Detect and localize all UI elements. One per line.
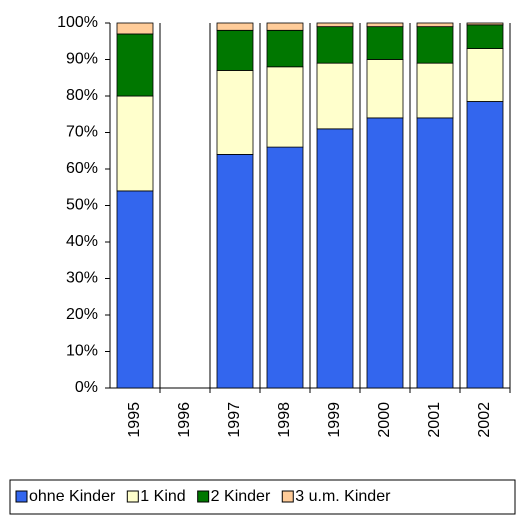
bar-segment bbox=[366, 22, 404, 28]
y-tick-label: 60% bbox=[66, 160, 98, 177]
bar-segment bbox=[216, 70, 254, 155]
x-tick-label: 2002 bbox=[476, 402, 493, 438]
y-tick-label: 10% bbox=[66, 343, 98, 360]
x-tick-label: 2000 bbox=[376, 402, 393, 438]
y-tick-label: 70% bbox=[66, 124, 98, 141]
bar-segment bbox=[116, 95, 154, 192]
x-tick-label: 2001 bbox=[426, 402, 443, 438]
y-tick-label: 40% bbox=[66, 233, 98, 250]
bar-segment bbox=[266, 146, 304, 389]
bar-segment bbox=[466, 48, 504, 102]
y-tick-label: 0% bbox=[75, 379, 98, 396]
legend-swatch bbox=[15, 490, 28, 503]
bar-segment bbox=[366, 59, 404, 119]
bar-segment bbox=[366, 117, 404, 389]
bar-segment bbox=[416, 26, 454, 64]
legend-swatch bbox=[281, 490, 294, 503]
y-tick-label: 50% bbox=[66, 197, 98, 214]
bar-segment bbox=[466, 22, 504, 26]
bar-segment bbox=[266, 22, 304, 31]
bar-segment bbox=[216, 22, 254, 31]
x-tick-label: 1999 bbox=[326, 402, 343, 438]
legend-label: 1 Kind bbox=[140, 488, 185, 505]
y-tick-label: 80% bbox=[66, 87, 98, 104]
x-tick-label: 1995 bbox=[126, 402, 143, 438]
bar-segment bbox=[116, 33, 154, 97]
y-tick-label: 20% bbox=[66, 306, 98, 323]
x-tick-label: 1998 bbox=[276, 402, 293, 438]
bar-segment bbox=[316, 128, 354, 389]
legend-swatch bbox=[197, 490, 210, 503]
bar-segment bbox=[116, 22, 154, 35]
bar-segment bbox=[466, 24, 504, 49]
bar-segment bbox=[216, 153, 254, 389]
legend-label: 2 Kinder bbox=[211, 488, 271, 505]
bar-segment bbox=[266, 66, 304, 148]
bar-segment bbox=[316, 22, 354, 28]
bar-segment bbox=[416, 22, 454, 28]
bar-segment bbox=[216, 29, 254, 71]
bar-segment bbox=[316, 62, 354, 130]
legend-box bbox=[9, 479, 516, 515]
bar-segment bbox=[366, 26, 404, 60]
y-tick-label: 90% bbox=[66, 51, 98, 68]
legend-swatch bbox=[126, 490, 139, 503]
bar-segment bbox=[266, 29, 304, 68]
y-tick-label: 100% bbox=[57, 14, 98, 31]
legend-label: ohne Kinder bbox=[29, 488, 116, 505]
bar-segment bbox=[416, 62, 454, 119]
bar-segment bbox=[316, 26, 354, 64]
bar-segment bbox=[116, 190, 154, 389]
bar-segment bbox=[466, 101, 504, 389]
y-tick-label: 30% bbox=[66, 270, 98, 287]
x-tick-label: 1996 bbox=[176, 402, 193, 438]
x-tick-label: 1997 bbox=[226, 402, 243, 438]
bar-segment bbox=[416, 117, 454, 389]
legend-label: 3 u.m. Kinder bbox=[295, 488, 391, 505]
